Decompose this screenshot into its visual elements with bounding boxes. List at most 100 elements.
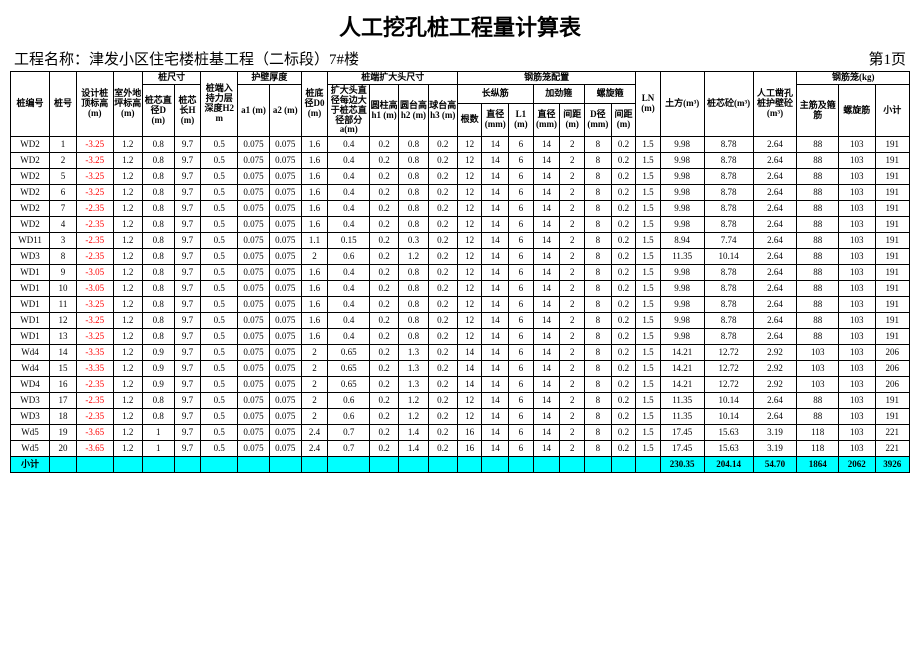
table-cell: 1.5 <box>636 265 660 281</box>
table-cell: 9.7 <box>174 281 201 297</box>
table-cell: 8.78 <box>704 313 753 329</box>
table-cell: WD2 <box>11 185 50 201</box>
col-bar-count: 根数 <box>457 103 481 137</box>
table-cell: 0.9 <box>142 361 174 377</box>
table-cell: 0.65 <box>328 361 370 377</box>
table-cell: 0.2 <box>370 201 399 217</box>
table-cell: 0.2 <box>611 185 636 201</box>
table-cell: 0.5 <box>201 345 238 361</box>
table-cell: 103 <box>838 409 875 425</box>
table-cell: 1.5 <box>636 233 660 249</box>
table-cell: 1.2 <box>113 409 142 425</box>
table-cell: 1.3 <box>399 377 428 393</box>
table-cell: 1.5 <box>636 425 660 441</box>
table-cell: 0.2 <box>428 265 457 281</box>
table-cell: 0.65 <box>328 377 370 393</box>
table-cell: 14 <box>533 425 560 441</box>
table-cell: 1.5 <box>636 217 660 233</box>
table-cell: -3.25 <box>76 153 113 169</box>
table-cell: 0.075 <box>238 313 270 329</box>
table-cell: 88 <box>797 281 839 297</box>
table-cell: 6 <box>509 297 533 313</box>
table-cell: 6 <box>509 265 533 281</box>
table-cell: 88 <box>797 233 839 249</box>
table-row: Wd519-3.651.219.70.50.0750.0752.40.70.21… <box>11 425 910 441</box>
col-ln: LN (m) <box>636 72 660 137</box>
table-cell: 103 <box>838 393 875 409</box>
table-cell: 14 <box>482 185 509 201</box>
table-cell: 8.78 <box>704 217 753 233</box>
table-cell: 0.5 <box>201 169 238 185</box>
table-cell: 0.2 <box>611 153 636 169</box>
table-cell: 191 <box>875 201 909 217</box>
table-cell: 103 <box>838 329 875 345</box>
table-cell: 0.5 <box>201 361 238 377</box>
table-cell: 88 <box>797 153 839 169</box>
table-cell: 2.64 <box>753 201 797 217</box>
table-row: WD113-2.351.20.89.70.50.0750.0751.10.150… <box>11 233 910 249</box>
table-cell: 0.075 <box>269 297 301 313</box>
table-cell: 0.075 <box>269 137 301 153</box>
table-cell: 9.7 <box>174 297 201 313</box>
table-cell: 1.6 <box>301 153 328 169</box>
table-cell: 3.19 <box>753 425 797 441</box>
table-cell: 8.78 <box>704 265 753 281</box>
table-cell: 103 <box>797 345 839 361</box>
table-cell: 8.78 <box>704 201 753 217</box>
table-cell: WD1 <box>11 281 50 297</box>
col-pile-code: 桩编号 <box>11 72 50 137</box>
table-cell: 0.8 <box>142 233 174 249</box>
table-cell: 15 <box>50 361 77 377</box>
table-cell: 3.19 <box>753 441 797 457</box>
table-cell: 0.2 <box>370 249 399 265</box>
table-cell: 10.14 <box>704 409 753 425</box>
subtotal-cell <box>560 457 584 473</box>
table-cell: 103 <box>838 185 875 201</box>
subtotal-cell: 54.70 <box>753 457 797 473</box>
table-cell: 8 <box>584 313 611 329</box>
table-cell: 88 <box>797 217 839 233</box>
table-cell: 88 <box>797 137 839 153</box>
col-soil: 土方(m³) <box>660 72 704 137</box>
table-cell: 8 <box>584 329 611 345</box>
table-cell: 9.7 <box>174 345 201 361</box>
table-cell: 0.2 <box>611 361 636 377</box>
table-cell: 12 <box>457 249 481 265</box>
col-ground-level: 室外地坪标高(m) <box>113 72 142 137</box>
subtotal-cell <box>174 457 201 473</box>
table-cell: 0.6 <box>328 409 370 425</box>
table-cell: 0.2 <box>611 425 636 441</box>
subtotal-cell: 230.35 <box>660 457 704 473</box>
table-cell: 2.92 <box>753 345 797 361</box>
table-cell: 191 <box>875 233 909 249</box>
table-cell: 8 <box>584 217 611 233</box>
table-cell: 0.5 <box>201 185 238 201</box>
table-cell: 6 <box>509 137 533 153</box>
table-cell: 0.8 <box>142 329 174 345</box>
table-cell: 0.4 <box>328 169 370 185</box>
table-cell: 0.2 <box>370 361 399 377</box>
group-rebar-cage: 钢筋笼配置 <box>457 72 635 85</box>
table-cell: 17 <box>50 393 77 409</box>
table-cell: 88 <box>797 297 839 313</box>
group-enlarged: 桩端扩大头尺寸 <box>328 72 457 85</box>
subtotal-cell <box>201 457 238 473</box>
table-cell: 7 <box>50 201 77 217</box>
table-cell: 14 <box>457 377 481 393</box>
table-cell: 103 <box>838 217 875 233</box>
table-cell: 8.78 <box>704 137 753 153</box>
table-cell: 7.74 <box>704 233 753 249</box>
table-cell: 0.2 <box>428 313 457 329</box>
table-row: WD317-2.351.20.89.70.50.0750.07520.60.21… <box>11 393 910 409</box>
table-cell: 14 <box>533 361 560 377</box>
table-cell: 0.2 <box>370 185 399 201</box>
table-cell: 2 <box>560 345 584 361</box>
table-cell: 14 <box>482 345 509 361</box>
table-cell: 0.9 <box>142 377 174 393</box>
table-cell: 0.6 <box>328 249 370 265</box>
table-cell: 8 <box>50 249 77 265</box>
table-cell: 17.45 <box>660 441 704 457</box>
table-cell: 2.64 <box>753 281 797 297</box>
table-cell: 0.075 <box>269 281 301 297</box>
table-cell: 2.64 <box>753 233 797 249</box>
